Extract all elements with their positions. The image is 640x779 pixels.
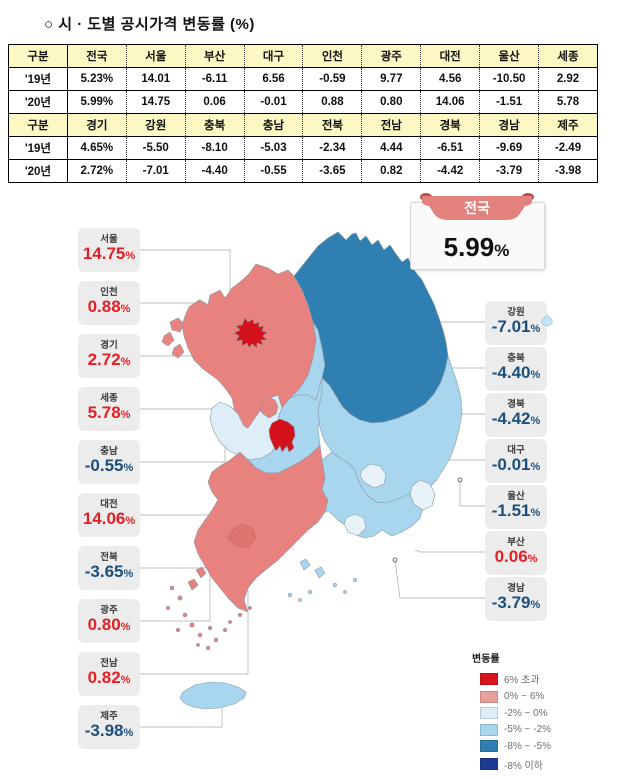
svg-text:전국: 전국 — [464, 200, 490, 216]
